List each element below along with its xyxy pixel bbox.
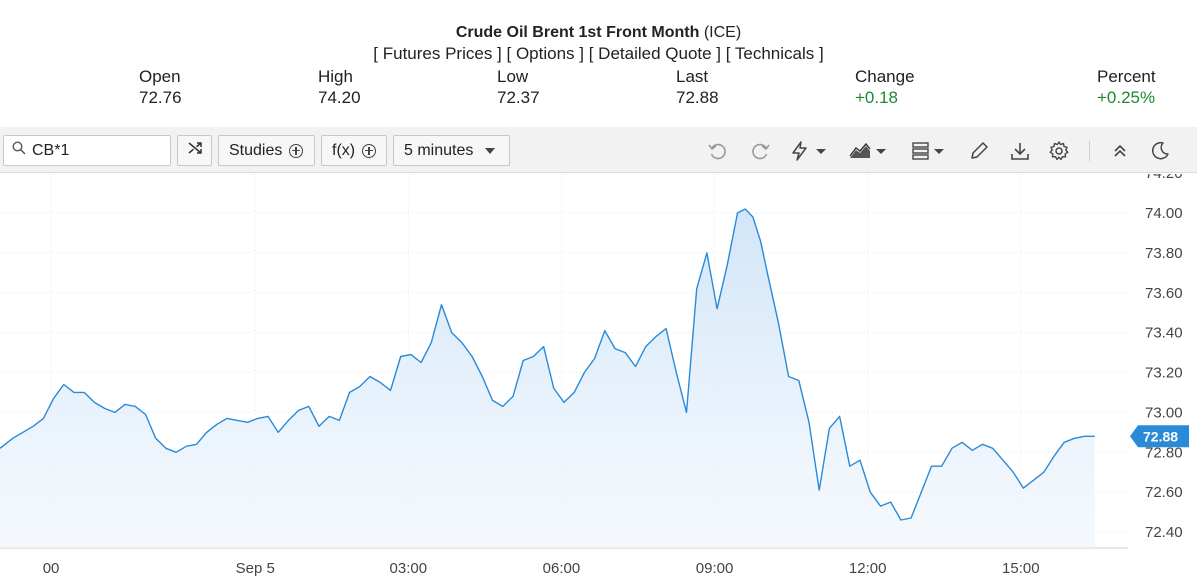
y-tick-label: 73.60: [1145, 285, 1183, 302]
interval-select[interactable]: 5 minutes: [393, 135, 510, 166]
stat-change-value: +0.18: [855, 88, 899, 107]
functions-button[interactable]: f(x): [321, 135, 387, 166]
stat-last-value: 72.88: [676, 88, 719, 107]
instrument-title: Crude Oil Brent 1st Front Month (ICE): [0, 24, 1197, 42]
shuffle-icon: [187, 140, 203, 161]
area-chart-icon[interactable]: [848, 139, 890, 163]
toolbar-divider: [1089, 141, 1090, 161]
y-tick-label: 73.20: [1145, 365, 1183, 382]
y-tick-label: 74.20: [1145, 174, 1183, 182]
add-circle-icon: [362, 143, 377, 158]
link-futures-prices[interactable]: Futures Prices: [382, 44, 493, 63]
search-icon: [12, 141, 26, 160]
functions-label: f(x): [332, 141, 356, 159]
price-line: [0, 208, 1095, 521]
moon-icon[interactable]: [1149, 139, 1171, 163]
y-tick-label: 73.00: [1145, 404, 1183, 421]
symbol-search[interactable]: [3, 135, 171, 166]
quote-links: [ Futures Prices ] [ Options ] [ Detaile…: [373, 44, 824, 63]
x-tick-label: 03:00: [390, 560, 428, 577]
collapse-icon[interactable]: [1110, 139, 1130, 163]
gear-icon[interactable]: [1048, 139, 1070, 163]
price-area-fill: [0, 209, 1095, 548]
stat-open-label: Open: [139, 67, 181, 86]
exchange-label: (ICE): [703, 24, 742, 41]
y-tick-label: 73.80: [1145, 245, 1183, 262]
compare-button[interactable]: [177, 135, 212, 166]
price-chart[interactable]: 74.20 74.00 73.80 73.60 73.40 73.20 73.00 72.80…: [0, 174, 1197, 577]
price-chart-svg[interactable]: 74.20 74.00 73.80 73.60 73.40 73.20 73.00 72.80…: [0, 174, 1197, 577]
lightning-icon[interactable]: [789, 139, 829, 163]
x-tick-label: 09:00: [696, 560, 734, 577]
stat-open: Open 72.76: [139, 66, 182, 108]
stat-last: Last 72.88: [676, 66, 719, 108]
stat-high-label: High: [318, 67, 353, 86]
x-tick-label: 06:00: [543, 560, 581, 577]
chart-toolbar: Studies f(x) 5 minutes: [0, 127, 1197, 173]
studies-label: Studies: [229, 141, 283, 159]
stat-percent-label: Percent: [1097, 67, 1156, 86]
pencil-icon[interactable]: [968, 139, 990, 163]
layout-icon[interactable]: [910, 139, 950, 163]
link-options[interactable]: Options: [515, 44, 575, 63]
add-circle-icon: [289, 143, 304, 158]
y-tick-label: 72.80: [1145, 444, 1183, 461]
stat-percent: Percent +0.25%: [1097, 66, 1156, 108]
stat-low: Low 72.37: [497, 66, 540, 108]
y-tick-label: 73.40: [1145, 325, 1183, 342]
x-tick-label: 12:00: [849, 560, 887, 577]
instrument-name: Crude Oil Brent 1st Front Month: [455, 24, 700, 41]
y-tick-label: 72.40: [1145, 524, 1183, 541]
undo-icon[interactable]: [707, 139, 729, 163]
redo-icon[interactable]: [749, 139, 771, 163]
stat-last-label: Last: [676, 67, 709, 86]
studies-button[interactable]: Studies: [218, 135, 315, 166]
last-price-badge-label: 72.88: [1143, 428, 1178, 444]
stat-change-label: Change: [855, 67, 915, 86]
interval-label: 5 minutes: [404, 141, 474, 159]
stat-change: Change +0.18: [855, 66, 915, 108]
stat-low-label: Low: [497, 67, 529, 86]
link-technicals[interactable]: Technicals: [734, 44, 815, 63]
stat-percent-value: +0.25%: [1097, 88, 1156, 107]
stat-open-value: 72.76: [139, 88, 182, 107]
x-tick-label: 15:00: [1002, 560, 1040, 577]
x-tick-label: Sep 5: [236, 560, 275, 577]
symbol-input[interactable]: [32, 141, 162, 160]
stat-high: High 74.20: [318, 66, 361, 108]
last-price-badge: [1130, 425, 1189, 448]
stat-high-value: 74.20: [318, 88, 361, 107]
chevron-down-icon: [485, 147, 496, 154]
x-tick-label: 00: [43, 560, 60, 577]
stat-low-value: 72.37: [497, 88, 540, 107]
link-detailed-quote[interactable]: Detailed Quote: [598, 44, 712, 63]
y-tick-label: 74.00: [1145, 205, 1183, 222]
y-tick-label: 72.60: [1145, 484, 1183, 501]
download-icon[interactable]: [1009, 139, 1031, 163]
